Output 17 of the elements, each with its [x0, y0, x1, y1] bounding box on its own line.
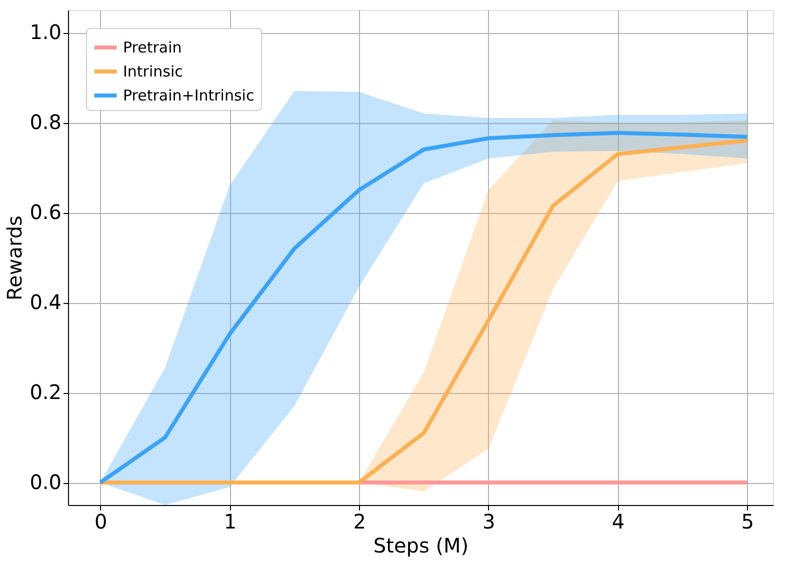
y-tick-label: 0.8	[30, 110, 62, 134]
x-tick-label: 4	[612, 510, 625, 534]
y-tick-label: 0.6	[30, 200, 62, 224]
x-tick-label: 2	[353, 510, 366, 534]
y-axis-title: Rewards	[2, 216, 27, 300]
legend-label: Intrinsic	[123, 62, 183, 80]
x-tick-label: 5	[741, 510, 754, 534]
legend-label: Pretrain+Intrinsic	[123, 86, 254, 104]
legend-label: Pretrain	[123, 38, 182, 56]
x-axis-title: Steps (M)	[373, 534, 469, 558]
x-tick-label: 1	[224, 510, 237, 534]
y-tick-label: 1.0	[30, 20, 62, 44]
x-tick-label: 3	[482, 510, 496, 534]
y-tick-label: 0.4	[30, 290, 62, 314]
x-tick-label: 0	[94, 510, 108, 534]
y-tick-label: 0.0	[30, 470, 62, 494]
y-tick-label: 0.2	[30, 380, 62, 404]
